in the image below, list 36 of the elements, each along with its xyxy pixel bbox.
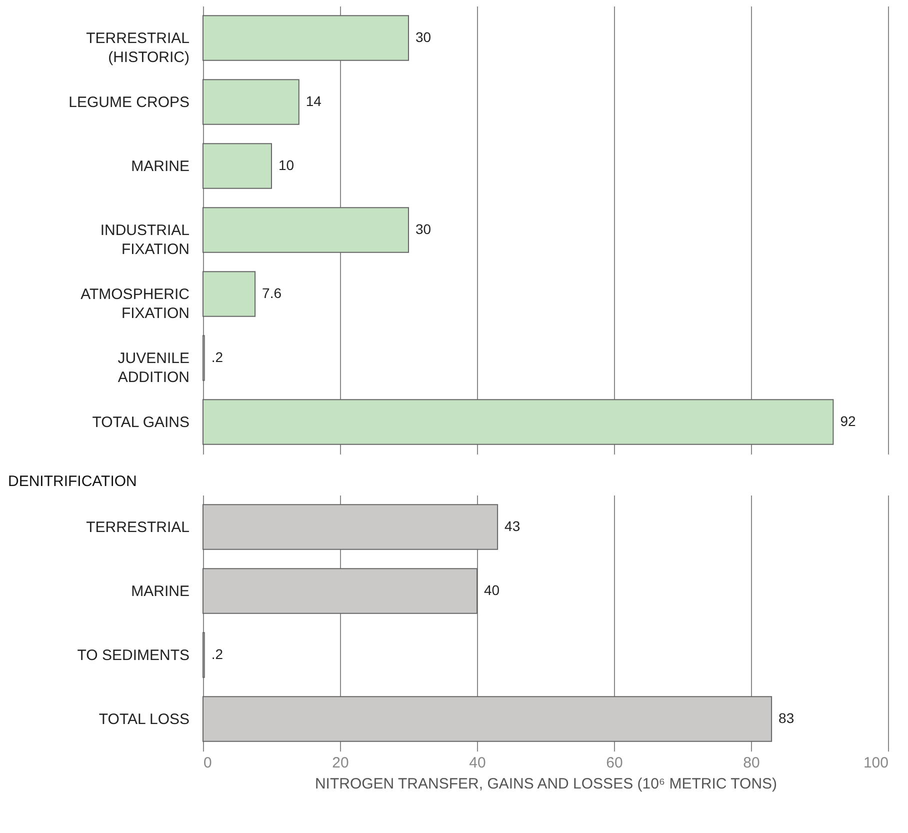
x-tick-label: 100 (863, 754, 888, 772)
data-label: 30 (416, 221, 432, 237)
bar (202, 79, 300, 125)
text: DENITRIFICATION (8, 473, 137, 490)
data-label: 10 (278, 157, 294, 173)
data-label: 40 (484, 582, 500, 598)
y-tick-label: TO SEDIMENTS (77, 647, 190, 664)
data-label: 92 (840, 413, 856, 429)
y-tick-label: JUVENILE ADDITION (118, 350, 190, 386)
y-tick-label: INDUSTRIAL FIXATION (100, 222, 190, 258)
bar (202, 207, 409, 253)
x-tick-label: 60 (606, 754, 623, 772)
x-tick-label: 0 (204, 754, 212, 772)
x-tick-label: 80 (743, 754, 760, 772)
data-label: 43 (504, 518, 520, 534)
y-tick-label: TERRESTRIAL (HISTORIC) (86, 30, 190, 66)
x-tick-label: 40 (469, 754, 486, 772)
data-label: 7.6 (262, 285, 282, 301)
data-label: 83 (778, 710, 794, 726)
x-axis-title: NITROGEN TRANSFER, GAINS AND LOSSES (10⁶ METRIC TONS) (314, 776, 778, 792)
data-label: .2 (211, 646, 224, 662)
y-tick-label: TOTAL LOSS (98, 711, 190, 728)
y-tick-label: TOTAL GAINS (92, 414, 190, 431)
y-tick-label: MARINE (131, 583, 190, 600)
data-label: 30 (416, 29, 432, 45)
data-label: .2 (211, 349, 224, 365)
x-tick-label: 20 (332, 754, 349, 772)
y-tick-label: ATMOSPHERIC FIXATION (80, 286, 190, 322)
y-tick-label: MARINE (131, 158, 190, 175)
bar (202, 399, 834, 445)
bar (202, 271, 256, 317)
bar (202, 15, 409, 61)
bar (202, 143, 272, 189)
data-label: 14 (306, 93, 322, 109)
y-tick-label: LEGUME CROPS (68, 94, 190, 111)
y-tick-label: TERRESTRIAL (86, 519, 190, 536)
